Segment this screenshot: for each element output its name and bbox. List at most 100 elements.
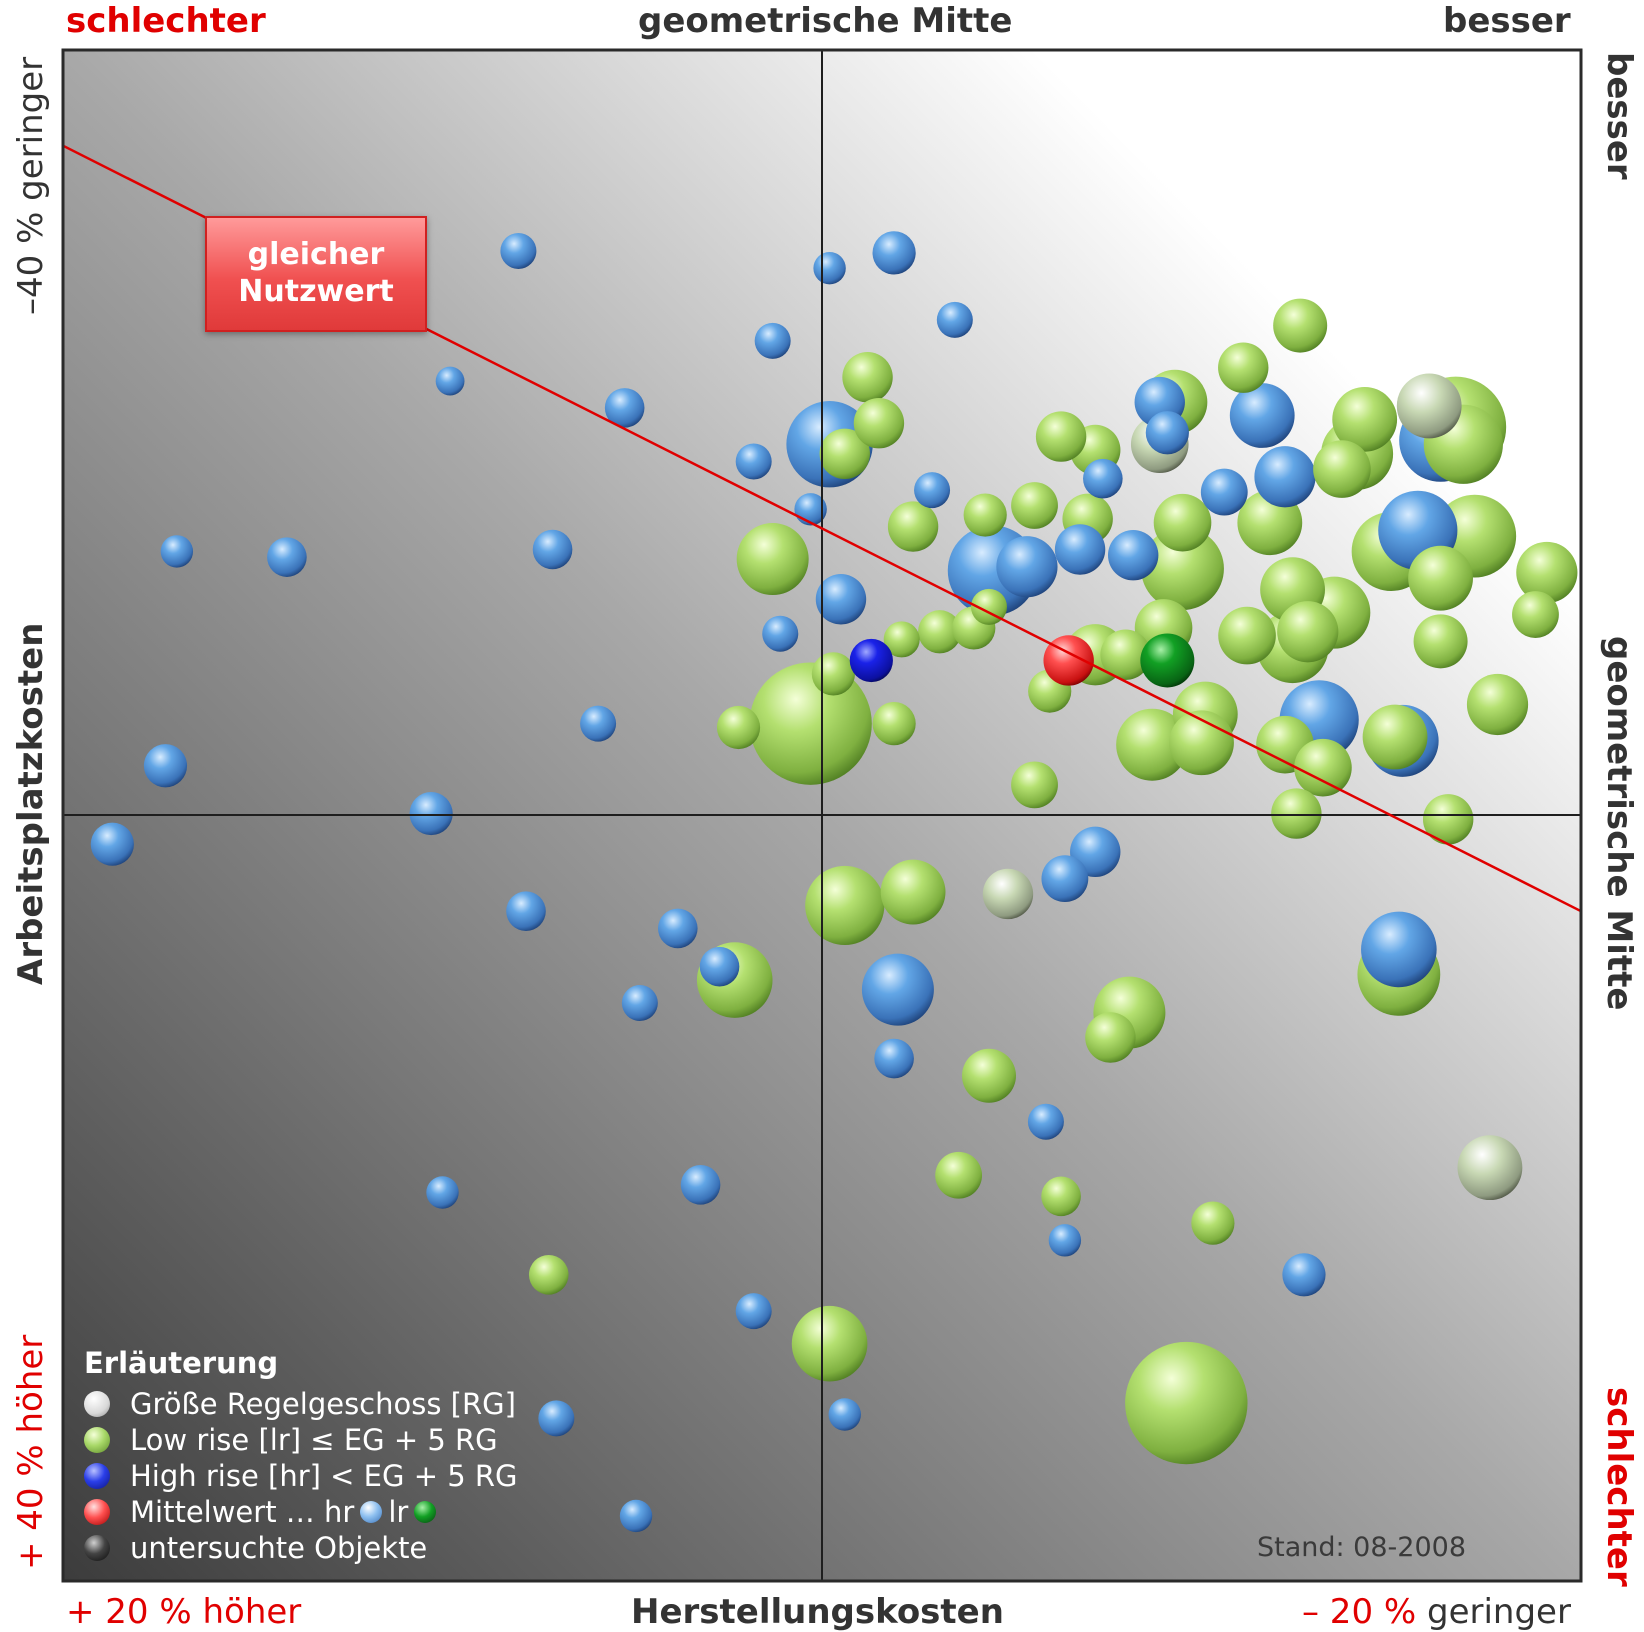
high-rise-bubble: [538, 1400, 575, 1437]
stand-date-label: Stand: 08-2008: [1256, 1532, 1466, 1563]
low-rise-bubble: [918, 610, 962, 654]
low-rise-bubble: [1169, 710, 1234, 776]
mean-point-hr: [849, 638, 893, 683]
high-rise-bubble: [506, 891, 546, 931]
right-bottom-worse-label: schlechter: [1599, 1387, 1639, 1587]
low-rise-bubble: [1413, 614, 1468, 669]
high-rise-bubble: [1027, 1103, 1064, 1140]
x-axis-title: Herstellungskosten: [631, 1592, 1004, 1632]
low-rise-bubble: [1466, 673, 1529, 736]
high-rise-bubble: [754, 322, 791, 359]
bubble-layer: [90, 231, 1578, 1533]
low-rise-bubble: [1294, 738, 1352, 797]
high-rise-bubble: [1145, 411, 1189, 455]
high-rise-bubble: [815, 574, 867, 625]
object-bubble: [1396, 373, 1462, 439]
high-rise-bubble: [762, 615, 799, 652]
right-center-label: geometrische Mitte: [1599, 636, 1639, 1011]
high-rise-bubble: [500, 232, 537, 269]
high-rise-bubble: [657, 908, 698, 949]
legend-item-high-rise: High rise [hr] < EG + 5 RG: [84, 1458, 518, 1494]
low-rise-bubble: [1516, 541, 1578, 604]
high-rise-bubble: [580, 705, 617, 742]
callout-line2: Nutzwert: [238, 274, 394, 309]
mean-point-all: [1043, 635, 1094, 686]
dark-green-sphere-icon: [414, 1501, 437, 1523]
high-rise-bubble: [1361, 911, 1437, 988]
legend-item-mean: Mittelwert … hr lr: [84, 1494, 518, 1530]
low-rise-bubble: [1011, 761, 1058, 809]
y-axis-max-label: –40 % geringer: [11, 56, 51, 315]
high-rise-bubble: [619, 1499, 653, 1533]
high-rise-bubble: [872, 231, 916, 275]
high-rise-bubble: [735, 443, 772, 480]
white-sphere-icon: [84, 1391, 110, 1417]
low-rise-bubble: [1141, 527, 1224, 611]
high-rise-bubble: [90, 822, 134, 866]
high-rise-bubble: [143, 744, 188, 788]
high-rise-bubble: [604, 388, 645, 428]
high-rise-bubble: [735, 1293, 772, 1330]
low-rise-bubble: [1332, 386, 1398, 452]
legend-item-low-rise: Low rise [lr] ≤ EG + 5 RG: [84, 1422, 518, 1458]
low-rise-bubble: [1218, 342, 1269, 393]
high-rise-bubble: [435, 366, 465, 396]
legend-title: Erläuterung: [84, 1346, 279, 1380]
high-rise-bubble: [874, 1038, 914, 1079]
legend-label-mean-lr: lr: [388, 1495, 409, 1529]
legend-label-high-rise: High rise [hr] < EG + 5 RG: [130, 1459, 518, 1493]
legend-label-objects: untersuchte Objekte: [130, 1531, 428, 1565]
low-rise-bubble: [811, 652, 855, 696]
high-rise-bubble: [699, 946, 740, 987]
top-right-better-label: besser: [1443, 1, 1571, 41]
high-rise-bubble: [1107, 530, 1159, 581]
plot-frame: [61, 48, 1583, 1583]
high-rise-bubble: [914, 472, 951, 509]
low-rise-bubble: [872, 702, 916, 746]
high-rise-bubble: [621, 985, 658, 1022]
high-rise-bubble: [409, 791, 453, 836]
green-sphere-icon: [84, 1427, 110, 1453]
high-rise-bubble: [861, 953, 934, 1026]
low-rise-bubble: [1125, 1341, 1248, 1465]
low-rise-bubble: [1041, 1176, 1081, 1217]
low-rise-bubble: [880, 859, 946, 925]
low-rise-bubble: [887, 501, 939, 552]
low-rise-bubble: [716, 705, 761, 750]
mean-point-lr: [1140, 633, 1195, 688]
high-rise-bubble: [1229, 383, 1295, 448]
high-rise-bubble: [680, 1165, 721, 1205]
low-rise-bubble: [1035, 411, 1087, 462]
low-rise-bubble: [1153, 493, 1212, 552]
high-rise-bubble: [828, 1398, 861, 1431]
equal-utility-callout: gleicher Nutzwert: [205, 216, 427, 332]
callout-line1: gleicher: [247, 237, 385, 273]
object-bubble: [1457, 1135, 1523, 1201]
object-bubble: [982, 868, 1034, 920]
red-sphere-icon: [84, 1499, 110, 1525]
low-rise-bubble: [961, 1048, 1016, 1103]
legend-item-size: Größe Regelgeschoss [RG]: [84, 1386, 518, 1422]
high-rise-bubble: [1282, 1253, 1326, 1297]
right-top-better-label: besser: [1599, 52, 1639, 180]
high-rise-bubble: [160, 535, 194, 568]
low-rise-bubble: [853, 397, 905, 449]
low-rise-bubble: [842, 352, 893, 403]
high-rise-bubble: [1083, 458, 1123, 499]
low-rise-bubble: [1273, 298, 1328, 353]
high-rise-bubble: [267, 537, 307, 577]
high-rise-bubble: [996, 536, 1058, 598]
light-blue-sphere-icon: [360, 1501, 383, 1523]
low-rise-bubble: [819, 428, 870, 480]
low-rise-bubble: [1011, 482, 1058, 529]
low-rise-bubble: [1277, 601, 1339, 663]
high-rise-bubble: [813, 251, 846, 285]
top-left-worse-label: schlechter: [66, 1, 266, 41]
high-rise-bubble: [936, 301, 973, 338]
legend: Erläuterung Größe Regelgeschoss [RG] Low…: [84, 1346, 518, 1566]
low-rise-bubble: [736, 523, 809, 596]
low-rise-bubble: [1271, 788, 1322, 839]
high-rise-bubble: [1200, 468, 1248, 516]
low-rise-bubble: [1512, 591, 1559, 638]
